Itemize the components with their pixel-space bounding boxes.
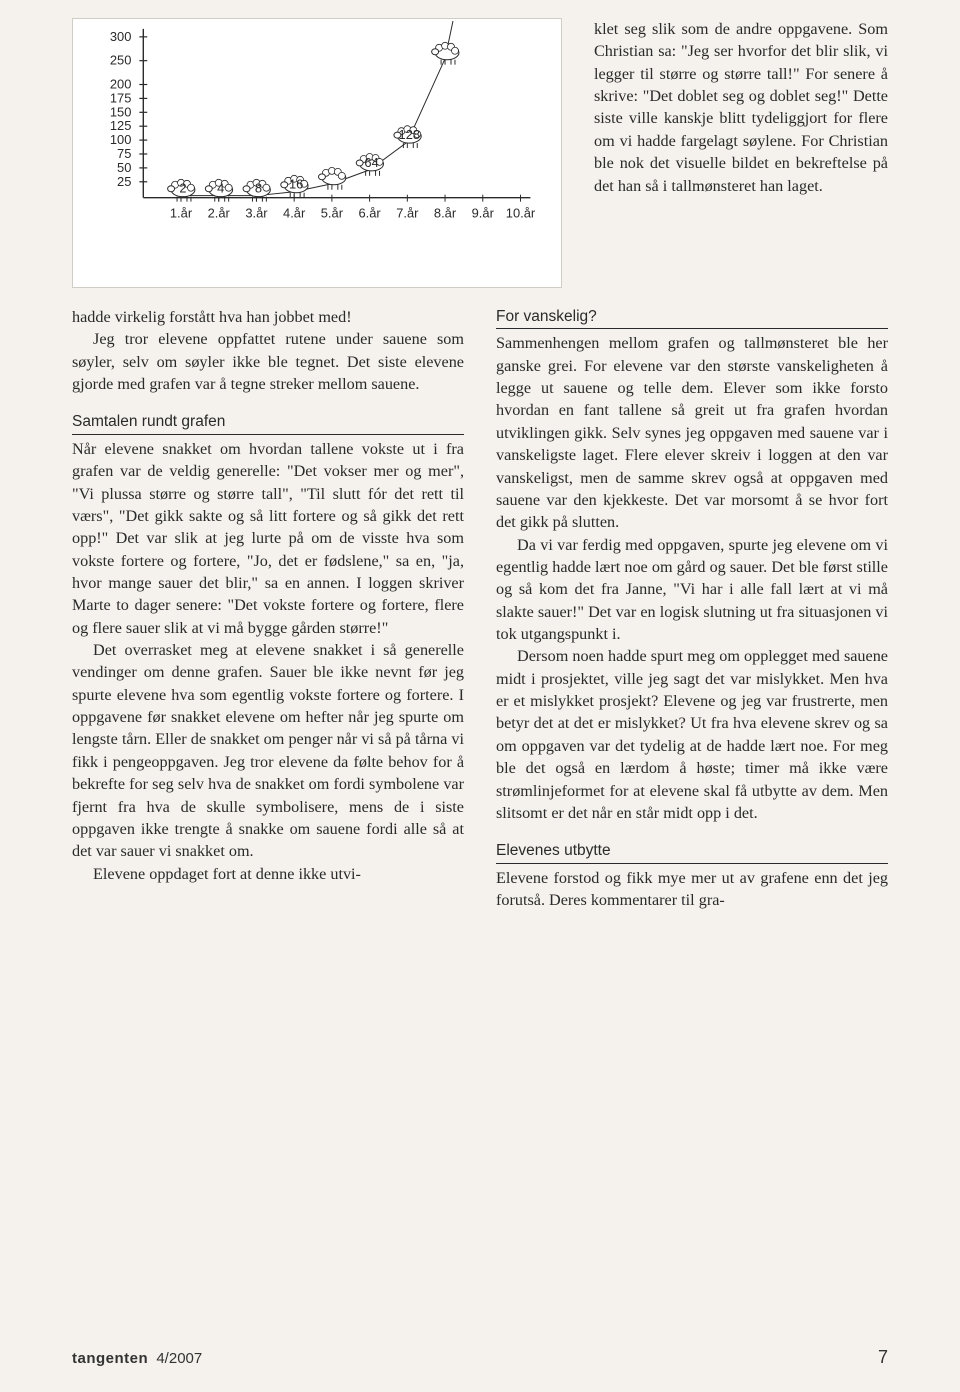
svg-text:1.år: 1.år: [170, 206, 193, 221]
svg-text:6.år: 6.år: [358, 206, 381, 221]
y-ticks: 300 250 200175150125100755025: [110, 29, 147, 189]
svg-text:8: 8: [255, 181, 262, 196]
subhead-forvanskelig: For vanskelig?: [496, 306, 888, 329]
page-footer: tangenten 4/2007 7: [72, 1347, 888, 1368]
svg-text:75: 75: [117, 146, 131, 161]
right-column: For vanskelig? Sammenhengen mellom grafe…: [496, 306, 888, 911]
right-p2: Da vi var ferdig med oppgaven, spurte je…: [496, 534, 888, 646]
svg-text:4.år: 4.år: [283, 206, 306, 221]
subhead-elevenes: Elevenes utbytte: [496, 840, 888, 863]
two-column-body: hadde virkelig forstått hva han jobbet m…: [72, 306, 888, 911]
continuation-text: klet seg slik som de andre oppgavene. So…: [594, 18, 888, 197]
page-number: 7: [878, 1347, 888, 1368]
svg-text:250: 250: [110, 53, 132, 68]
left-p2: Jeg tror elevene oppfattet rutene under …: [72, 328, 464, 395]
svg-text:3.år: 3.år: [245, 206, 268, 221]
left-p3: Når elevene snakket om hvordan tallene v…: [72, 438, 464, 639]
right-p1: Sammenhengen mellom grafen og tallmøn­st…: [496, 332, 888, 533]
svg-text:175: 175: [110, 90, 132, 105]
top-right-paragraph: klet seg slik som de andre oppgavene. So…: [594, 18, 888, 288]
svg-text:128: 128: [399, 127, 421, 142]
svg-text:2: 2: [179, 181, 186, 196]
left-column: hadde virkelig forstått hva han jobbet m…: [72, 306, 464, 911]
svg-text:8.år: 8.år: [434, 206, 457, 221]
svg-text:25: 25: [117, 174, 131, 189]
svg-text:200: 200: [110, 76, 132, 91]
svg-text:2.år: 2.år: [208, 206, 231, 221]
svg-text:64: 64: [364, 155, 378, 170]
sheep-markers: 2 4 8 16 64 128: [168, 42, 459, 201]
footer-left: tangenten 4/2007: [72, 1350, 202, 1367]
svg-text:300: 300: [110, 29, 132, 44]
svg-text:125: 125: [110, 118, 132, 133]
svg-text:4: 4: [217, 181, 224, 196]
left-p5: Elevene oppdaget fort at denne ikke utvi…: [72, 863, 464, 885]
subhead-samtalen: Samtalen rundt grafen: [72, 411, 464, 434]
svg-text:5.år: 5.år: [321, 206, 344, 221]
right-p4: Elevene forstod og fikk mye mer ut av gr…: [496, 867, 888, 912]
issue-number: 4/2007: [156, 1350, 202, 1367]
svg-text:50: 50: [117, 160, 131, 175]
right-p3: Dersom noen hadde spurt meg om opplegget…: [496, 645, 888, 824]
svg-text:10.år: 10.år: [506, 206, 536, 221]
svg-text:150: 150: [110, 104, 132, 119]
magazine-name: tangenten: [72, 1350, 148, 1367]
chart-svg: 300 250 200175150125100755025 1.år 2.år 3.år…: [73, 19, 561, 287]
left-p1: hadde virkelig forstått hva han jobbet m…: [72, 306, 464, 328]
left-p4: Det overrasket meg at elevene snakket i …: [72, 639, 464, 863]
page-content: 300 250 200175150125100755025 1.år 2.år 3.år…: [0, 0, 960, 941]
svg-text:16: 16: [289, 177, 303, 192]
svg-text:9.år: 9.år: [472, 206, 495, 221]
svg-text:100: 100: [110, 132, 132, 147]
sheep-growth-chart: 300 250 200175150125100755025 1.år 2.år 3.år…: [72, 18, 562, 288]
top-row: 300 250 200175150125100755025 1.år 2.år 3.år…: [72, 18, 888, 288]
svg-text:7.år: 7.år: [396, 206, 419, 221]
